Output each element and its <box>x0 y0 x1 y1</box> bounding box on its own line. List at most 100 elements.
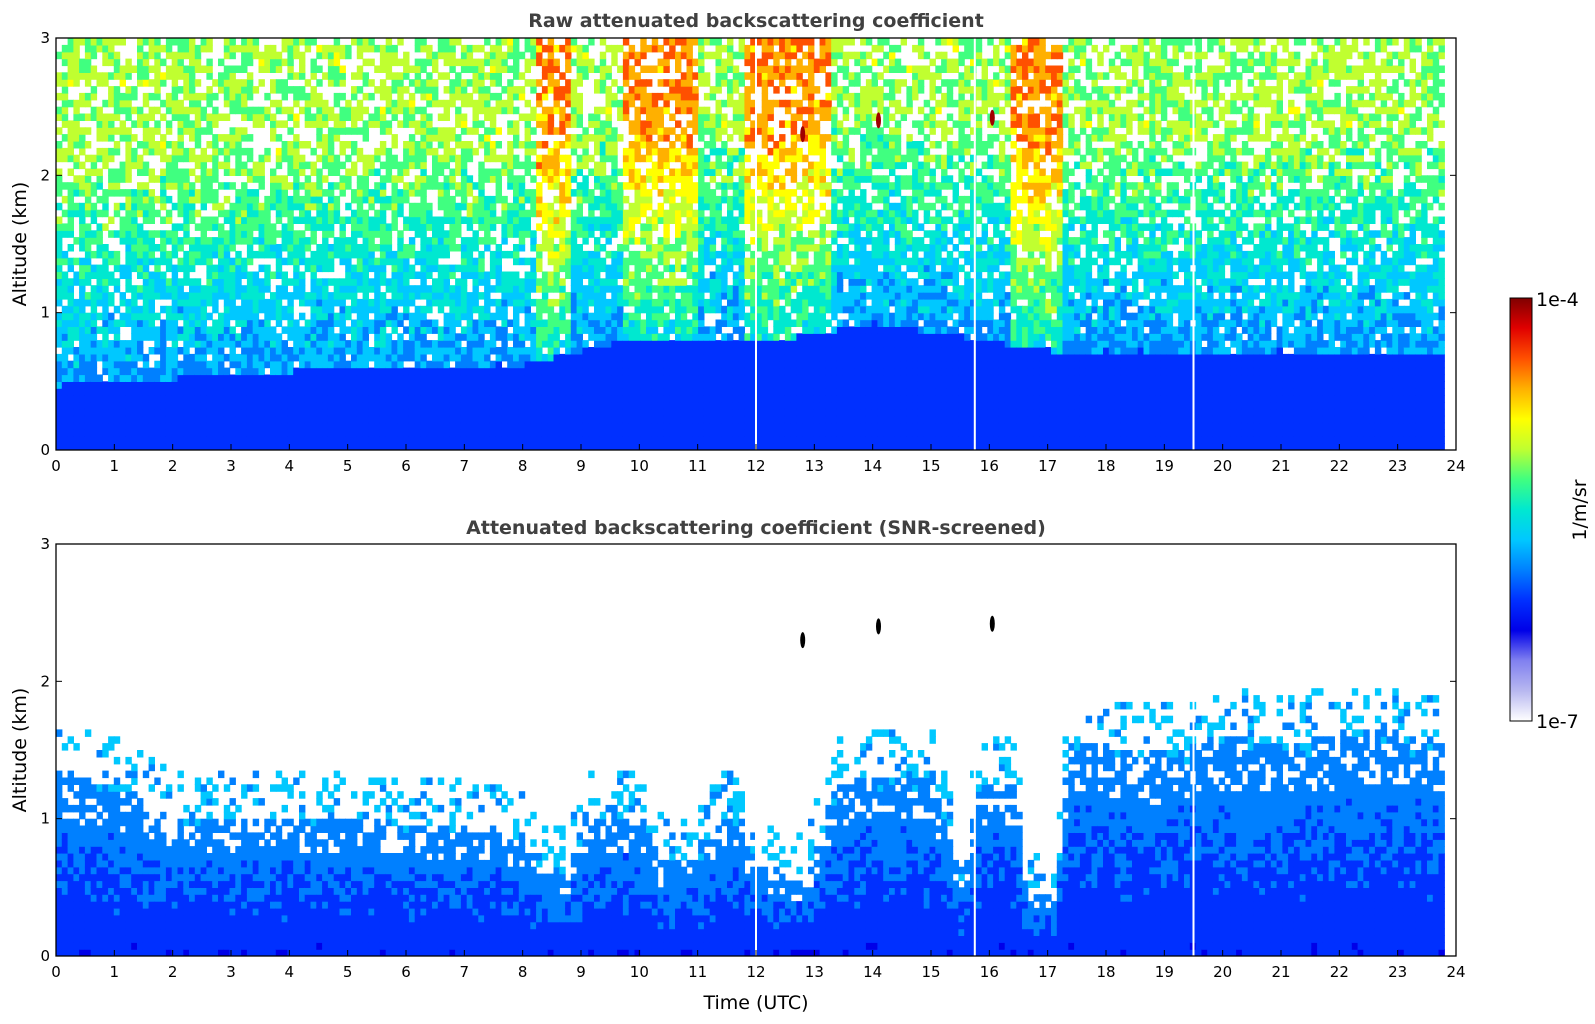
heat-cell <box>640 182 647 190</box>
heat-cell <box>223 230 231 238</box>
heat-cell <box>362 285 369 293</box>
heat-cell <box>646 44 653 53</box>
heat-cell <box>90 271 98 279</box>
heat-cell <box>588 134 595 142</box>
heat-cell <box>403 278 410 286</box>
heat-cell <box>426 202 433 211</box>
heat-cell <box>189 250 196 259</box>
heat-cell <box>287 298 294 307</box>
heat-cell <box>518 367 526 376</box>
heat-cell <box>108 44 115 53</box>
heat-cell <box>594 216 601 224</box>
heat-cell <box>651 168 659 176</box>
heat-cell <box>622 209 630 218</box>
heat-cell <box>449 216 456 224</box>
heat-cell <box>212 237 219 245</box>
heat-cell <box>345 113 352 121</box>
heat-cell <box>90 154 98 163</box>
heat-cell <box>189 319 196 327</box>
heat-cell <box>304 422 312 430</box>
heat-cell <box>56 401 63 410</box>
heat-cell <box>628 374 636 382</box>
heat-cell <box>287 147 294 156</box>
heat-cell <box>582 271 589 279</box>
heat-cell <box>657 429 664 437</box>
heat-cell <box>385 422 393 430</box>
heat-cell <box>241 58 248 67</box>
heat-cell <box>513 189 520 197</box>
heat-cell <box>102 353 109 362</box>
heat-cell <box>379 429 387 437</box>
heat-cell <box>287 257 294 266</box>
heat-cell <box>524 189 531 197</box>
heat-cell <box>333 113 341 121</box>
heat-cell <box>501 223 508 231</box>
heat-cell <box>229 292 236 300</box>
heat-cell <box>235 141 242 149</box>
heat-cell <box>142 127 150 135</box>
heat-cell <box>426 127 433 135</box>
heat-cell <box>374 257 381 266</box>
heat-cell <box>56 202 63 211</box>
heat-cell <box>455 401 462 410</box>
heat-cell <box>327 305 335 314</box>
heat-cell <box>131 209 138 218</box>
heat-cell <box>252 250 260 259</box>
heat-cell <box>397 388 404 396</box>
heat-cell <box>513 443 520 450</box>
heat-cell <box>339 141 346 149</box>
heat-cell <box>397 353 404 362</box>
heat-cell <box>218 58 225 67</box>
heat-cell <box>634 92 641 101</box>
heat-cell <box>189 285 196 293</box>
heat-cell <box>507 202 514 211</box>
heat-cell <box>137 154 144 163</box>
heat-cell <box>131 154 138 163</box>
heat-cell <box>437 195 445 204</box>
heat-cell <box>160 285 167 293</box>
heat-cell <box>385 312 393 321</box>
heat-cell <box>61 429 69 437</box>
heat-cell <box>443 326 450 334</box>
heat-cell <box>385 230 393 238</box>
heat-cell <box>131 319 138 327</box>
heat-cell <box>137 408 144 417</box>
heat-cell <box>628 223 636 231</box>
heat-cell <box>455 367 462 376</box>
heat-cell <box>322 216 329 224</box>
heat-cell <box>420 209 427 218</box>
heat-cell <box>495 99 502 108</box>
heat-cell <box>137 223 144 231</box>
heat-cell <box>651 244 659 252</box>
heat-cell <box>299 38 306 46</box>
heat-cell <box>611 44 618 53</box>
heat-cell <box>397 436 404 444</box>
heat-cell <box>536 443 543 450</box>
heat-cell <box>171 340 179 348</box>
heat-cell <box>345 374 352 382</box>
heat-cell <box>310 237 317 245</box>
heat-cell <box>472 333 479 341</box>
heat-cell <box>293 175 300 183</box>
heat-cell <box>385 38 393 46</box>
heat-cell <box>171 65 179 73</box>
heat-cell <box>472 278 479 286</box>
heat-cell <box>223 374 231 382</box>
heat-cell <box>96 395 103 403</box>
heat-cell <box>125 168 132 176</box>
heat-cell <box>108 408 115 417</box>
heat-cell <box>264 195 271 204</box>
heat-cell <box>605 182 612 190</box>
heat-cell <box>73 360 80 369</box>
heat-cell <box>449 65 456 73</box>
heat-cell <box>356 436 364 444</box>
heat-cell <box>385 395 393 403</box>
heat-cell <box>541 271 549 279</box>
heat-cell <box>478 360 485 369</box>
heat-cell <box>565 271 572 279</box>
heat-cell <box>374 395 381 403</box>
heat-cell <box>460 182 468 190</box>
heat-cell <box>229 436 236 444</box>
heat-cell <box>316 223 323 231</box>
heat-cell <box>617 189 624 197</box>
